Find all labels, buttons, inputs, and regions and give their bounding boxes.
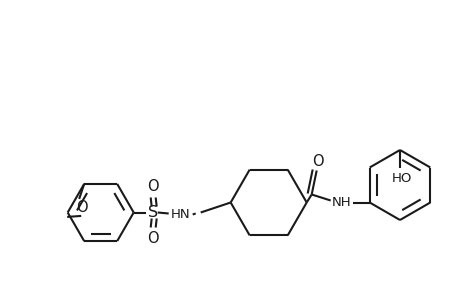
Text: S: S [147, 205, 157, 220]
Text: HO: HO [391, 172, 411, 184]
Text: HN: HN [170, 208, 190, 221]
Text: O: O [311, 154, 323, 169]
Text: O: O [76, 200, 88, 215]
Text: O: O [146, 231, 158, 246]
Text: O: O [146, 179, 158, 194]
Text: NH: NH [331, 196, 351, 209]
